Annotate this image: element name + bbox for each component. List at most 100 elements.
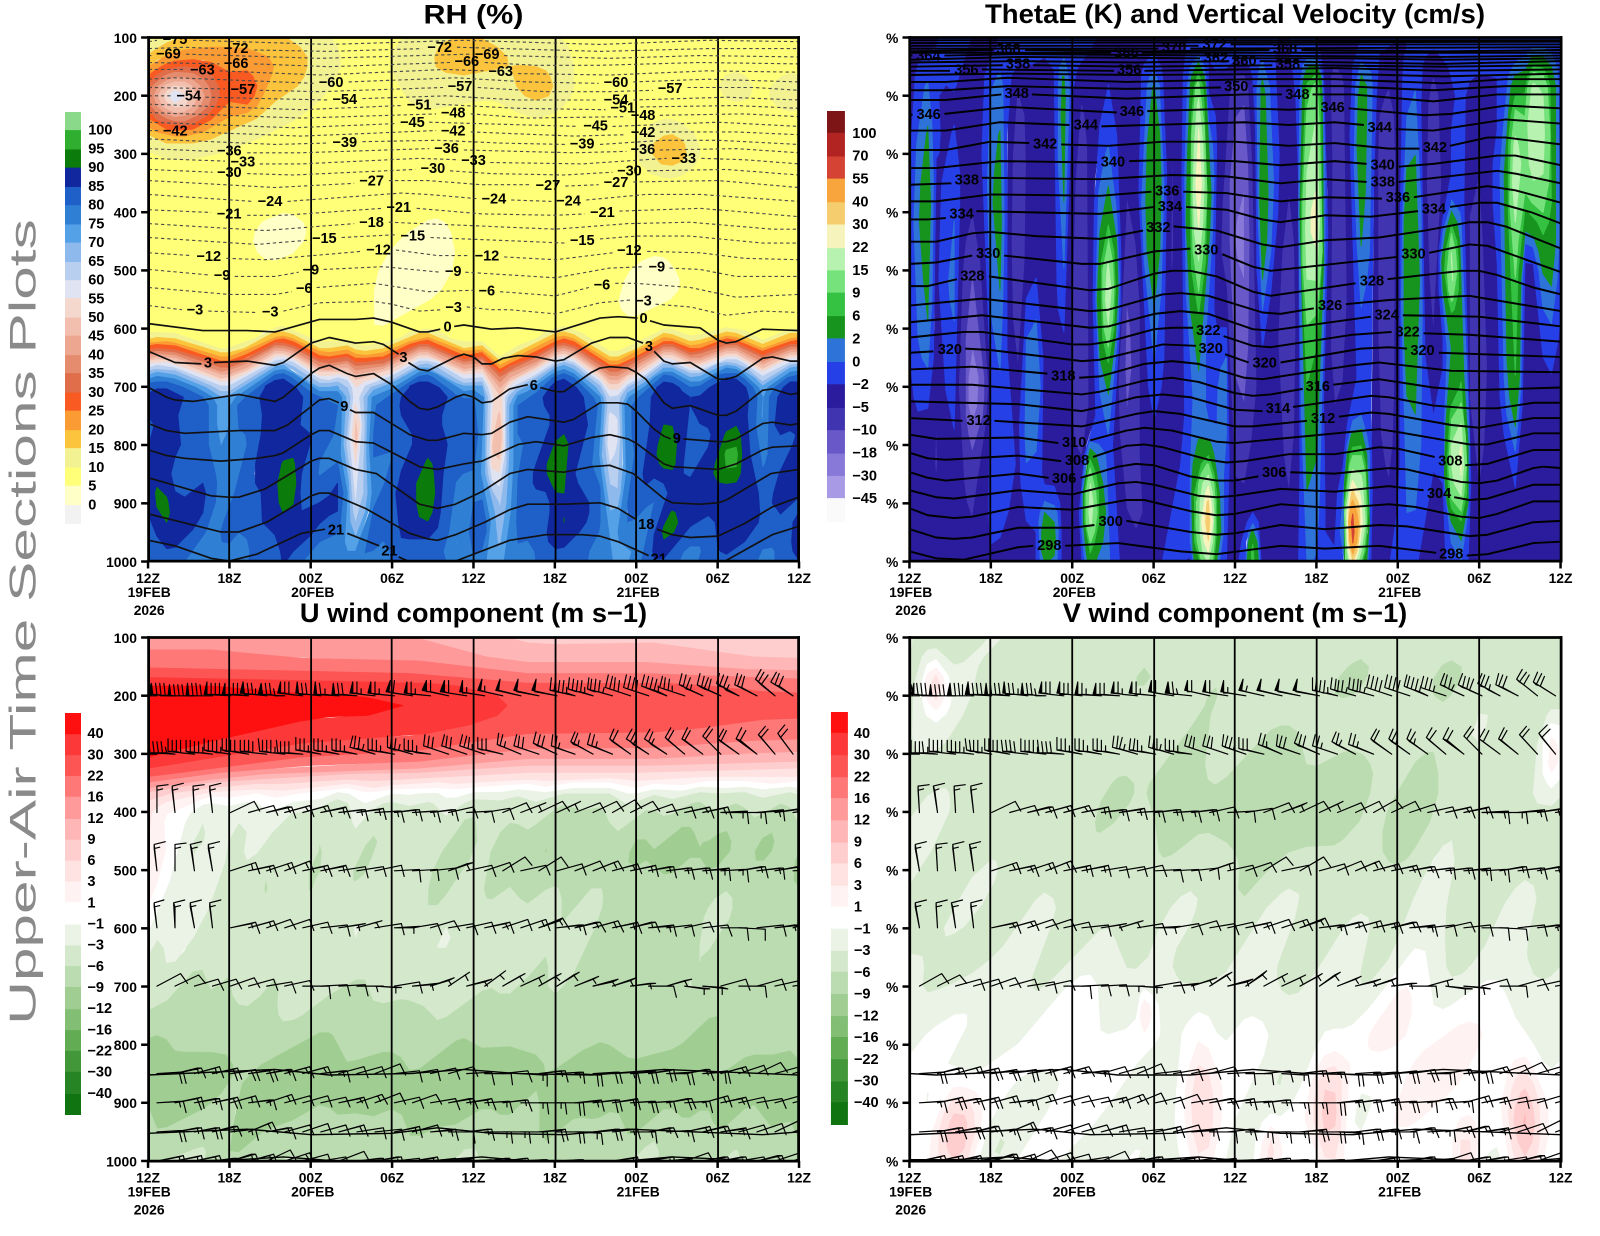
svg-text:18: 18 [638,517,654,533]
svg-text:−1: −1 [854,921,871,937]
svg-text:00Z: 00Z [624,1170,648,1186]
svg-text:356: 356 [954,62,978,78]
svg-text:−15: −15 [400,228,425,244]
svg-text:−24: −24 [258,194,284,210]
svg-text:400: 400 [114,804,137,820]
svg-text:21: 21 [651,551,667,567]
svg-text:12Z: 12Z [136,570,160,586]
svg-text:0: 0 [88,497,96,513]
svg-text:306: 306 [1052,471,1076,487]
svg-text:−21: −21 [590,205,615,221]
svg-text:800: 800 [114,437,137,453]
svg-text:%: % [886,437,898,453]
svg-text:−12: −12 [87,1001,112,1017]
svg-text:−30: −30 [617,164,642,180]
svg-text:%: % [886,379,898,395]
svg-text:70: 70 [88,235,104,251]
svg-text:−48: −48 [631,108,656,124]
svg-text:12Z: 12Z [787,570,811,586]
svg-text:6: 6 [87,853,95,869]
svg-text:360: 360 [1232,53,1256,69]
svg-text:−30: −30 [854,1074,879,1090]
svg-text:−60: −60 [604,75,629,91]
svg-text:−9: −9 [87,980,104,996]
svg-text:338: 338 [955,173,979,189]
svg-text:1000: 1000 [106,554,137,570]
svg-text:−42: −42 [631,125,656,141]
svg-text:−51: −51 [407,97,432,113]
svg-text:22: 22 [852,240,868,256]
svg-text:−27: −27 [359,174,384,190]
svg-text:−66: −66 [224,56,249,72]
svg-text:−33: −33 [671,151,696,167]
svg-text:322: 322 [1395,324,1419,340]
svg-text:40: 40 [88,347,104,363]
svg-text:342: 342 [1423,140,1447,156]
svg-text:200: 200 [114,88,137,104]
svg-text:65: 65 [88,254,104,270]
svg-text:−16: −16 [87,1022,112,1038]
svg-text:−69: −69 [156,46,181,62]
svg-text:00Z: 00Z [1060,1170,1084,1186]
svg-text:22: 22 [854,769,870,785]
svg-text:2: 2 [852,331,860,347]
svg-text:−63: −63 [488,64,513,80]
svg-text:312: 312 [1311,411,1335,427]
svg-text:55: 55 [852,171,868,187]
svg-text:18Z: 18Z [217,1170,241,1186]
svg-text:%: % [886,979,898,995]
svg-text:300: 300 [1099,514,1123,530]
svg-text:−3: −3 [262,305,279,321]
svg-text:−30: −30 [217,165,242,181]
svg-text:346: 346 [1120,104,1144,120]
svg-text:368: 368 [996,42,1020,58]
svg-text:18Z: 18Z [543,570,567,586]
svg-text:12Z: 12Z [1223,570,1247,586]
svg-text:600: 600 [114,321,137,337]
svg-text:30: 30 [854,747,870,763]
svg-text:%: % [886,630,898,646]
svg-text:2026: 2026 [134,1201,165,1217]
svg-text:%: % [886,921,898,937]
svg-text:334: 334 [1158,199,1183,215]
svg-text:−9: −9 [648,260,665,276]
svg-text:2026: 2026 [134,602,165,618]
svg-text:40: 40 [854,726,870,742]
svg-text:%: % [886,554,898,570]
svg-text:344: 344 [1368,120,1393,136]
svg-text:600: 600 [114,921,137,937]
svg-text:3: 3 [854,878,862,894]
svg-text:2026: 2026 [895,602,926,618]
svg-text:10: 10 [88,460,104,476]
svg-text:0: 0 [640,311,648,327]
svg-text:−45: −45 [400,115,425,131]
svg-text:12Z: 12Z [1223,1170,1247,1186]
svg-text:300: 300 [114,746,137,762]
svg-text:9: 9 [340,399,348,415]
svg-text:06Z: 06Z [380,1170,404,1186]
svg-text:−6: −6 [854,965,871,981]
svg-text:21FEB: 21FEB [617,1183,660,1199]
svg-text:348: 348 [1005,86,1029,102]
svg-text:3: 3 [399,350,407,366]
svg-text:00Z: 00Z [1386,570,1410,586]
svg-text:19FEB: 19FEB [128,1183,171,1199]
svg-text:346: 346 [1320,100,1344,116]
svg-text:−30: −30 [87,1065,112,1081]
svg-text:358: 358 [1276,57,1300,73]
svg-text:18Z: 18Z [979,1170,1003,1186]
svg-text:00Z: 00Z [299,570,323,586]
svg-text:332: 332 [1146,220,1170,236]
svg-text:−10: −10 [852,423,877,439]
svg-text:−22: −22 [854,1052,879,1068]
svg-text:−3: −3 [187,303,204,319]
svg-text:06Z: 06Z [1142,1170,1166,1186]
svg-text:12: 12 [87,811,103,827]
svg-text:−54: −54 [176,89,202,105]
svg-text:334: 334 [1422,201,1447,217]
svg-text:−72: −72 [427,40,452,56]
svg-text:−36: −36 [631,142,656,158]
svg-text:100: 100 [88,123,112,139]
svg-text:−39: −39 [332,135,357,151]
svg-text:334: 334 [949,207,974,223]
